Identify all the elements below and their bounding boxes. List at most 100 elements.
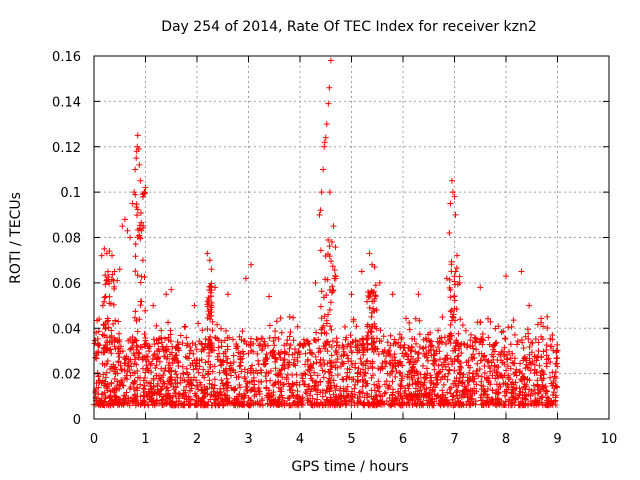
data-point [483, 374, 490, 381]
data-point [193, 377, 200, 384]
data-point [438, 361, 445, 368]
data-point [223, 359, 230, 366]
data-point [512, 369, 519, 376]
data-point [347, 343, 354, 350]
data-point [455, 402, 462, 409]
data-point [492, 396, 499, 403]
data-point [452, 211, 459, 218]
data-point [119, 382, 126, 389]
data-point [179, 339, 186, 346]
data-point [259, 402, 266, 409]
data-point [524, 364, 531, 371]
data-point [397, 342, 404, 349]
data-point [345, 358, 352, 365]
data-point [208, 347, 215, 354]
data-point [455, 382, 462, 389]
data-point [134, 226, 141, 233]
data-point [118, 366, 125, 373]
data-point [189, 340, 196, 347]
data-point [525, 330, 532, 337]
data-point [283, 376, 290, 383]
data-point [324, 360, 331, 367]
data-point [364, 298, 371, 305]
data-point [532, 335, 539, 342]
data-point [281, 342, 288, 349]
data-point [258, 367, 265, 374]
data-point [437, 376, 444, 383]
data-point [116, 381, 123, 388]
data-point [455, 352, 462, 359]
data-point [398, 377, 405, 384]
data-point [327, 394, 334, 401]
data-point [485, 379, 492, 386]
data-point [247, 387, 254, 394]
data-point [529, 358, 536, 365]
data-point [165, 362, 172, 369]
data-point [467, 387, 474, 394]
data-point [200, 402, 207, 409]
data-point [451, 193, 458, 200]
data-point [275, 349, 282, 356]
data-point [146, 343, 153, 350]
data-point [501, 335, 508, 342]
data-point [509, 359, 516, 366]
data-point [465, 362, 472, 369]
data-point [125, 395, 132, 402]
data-point [315, 349, 322, 356]
data-point [509, 350, 516, 357]
data-point [433, 357, 440, 364]
data-point [134, 367, 141, 374]
data-point [320, 294, 327, 301]
data-point [465, 382, 472, 389]
data-point [228, 372, 235, 379]
data-point [103, 369, 110, 376]
data-point [94, 370, 101, 377]
y-tick-label: 0.16 [52, 50, 81, 65]
data-point [364, 323, 371, 330]
data-point [389, 397, 396, 404]
data-point [360, 344, 367, 351]
data-point [328, 326, 335, 333]
data-point [423, 365, 430, 372]
data-point [195, 386, 202, 393]
data-point [480, 383, 487, 390]
data-point [513, 366, 520, 373]
data-point [430, 402, 437, 409]
data-point [462, 327, 469, 334]
data-point [121, 360, 128, 367]
data-point [221, 337, 228, 344]
data-point [543, 363, 550, 370]
data-point [302, 361, 309, 368]
data-point [389, 389, 396, 396]
data-point [364, 341, 371, 348]
data-point [318, 399, 325, 406]
data-point [234, 343, 241, 350]
data-point [304, 395, 311, 402]
data-point [554, 384, 561, 391]
data-point [356, 389, 363, 396]
data-point [204, 250, 211, 257]
data-point [133, 342, 140, 349]
data-point [113, 396, 120, 403]
data-point [371, 288, 378, 295]
data-point [451, 297, 458, 304]
data-point [255, 385, 262, 392]
data-point [138, 219, 145, 226]
data-point [334, 372, 341, 379]
data-point [363, 390, 370, 397]
data-point [238, 401, 245, 408]
data-point [533, 397, 540, 404]
data-point [517, 368, 524, 375]
data-point [195, 320, 202, 327]
data-point [417, 371, 424, 378]
data-point [141, 330, 148, 337]
data-point [102, 272, 109, 279]
data-point [553, 360, 560, 367]
data-point [454, 252, 461, 259]
data-point [454, 395, 461, 402]
data-point [466, 377, 473, 384]
data-point [398, 336, 405, 343]
data-point [150, 383, 157, 390]
data-point [230, 352, 237, 359]
data-point [327, 385, 334, 392]
